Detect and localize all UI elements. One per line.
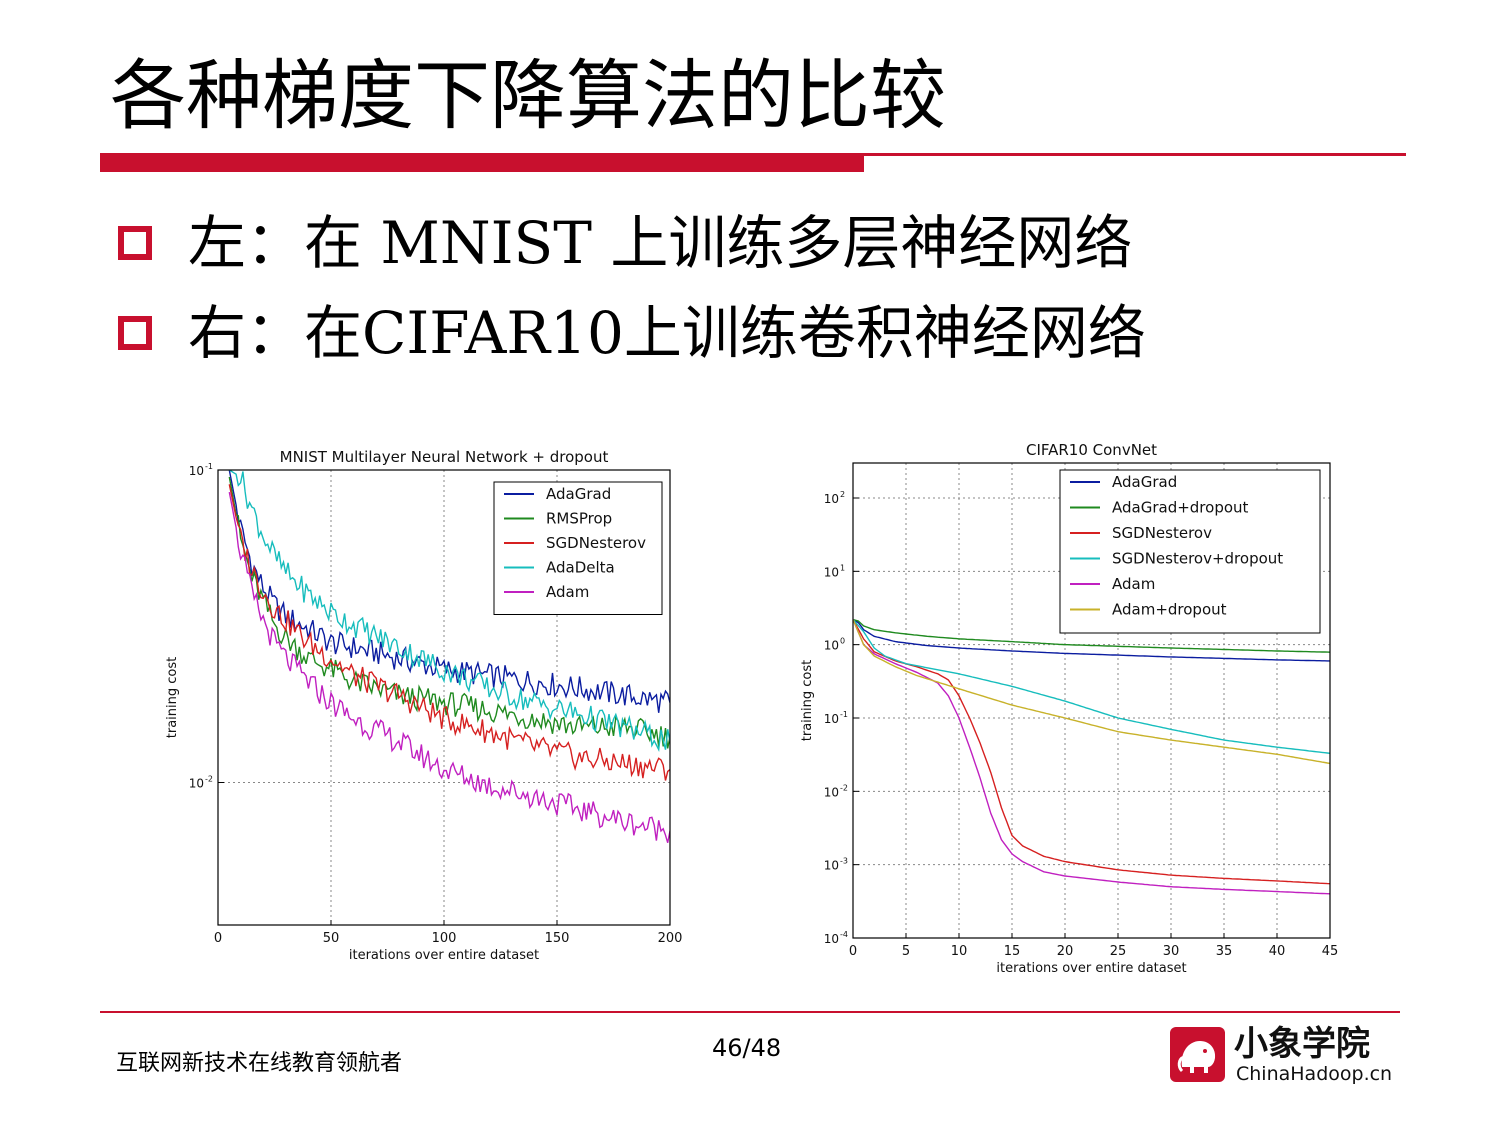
x-tick-label: 100 (432, 931, 457, 946)
bullet-square-icon (118, 316, 152, 350)
chart-title: CIFAR10 ConvNet (1026, 441, 1157, 459)
footer-tagline: 互联网新技术在线教育领航者 (116, 1051, 403, 1076)
mnist-chart: MNIST Multilayer Neural Network + dropou… (165, 448, 683, 963)
bullet-text: 右：在CIFAR10上训练卷积神经网络 (188, 299, 1146, 367)
x-tick-label: 0 (849, 944, 857, 959)
legend-label: Adam (1112, 575, 1155, 593)
y-tick-label: 10 (824, 859, 839, 873)
legend-label: SGDNesterov (1112, 524, 1212, 542)
x-tick-label: 20 (1057, 944, 1074, 959)
legend: AdaGrad RMSProp SGDNesterov AdaDelta Adam (493, 481, 663, 615)
legend-label: Adam (546, 583, 589, 601)
y-tick-label: 10 (824, 932, 839, 946)
x-tick-label: 50 (323, 931, 340, 946)
legend-label: AdaDelta (546, 559, 615, 577)
y-tick-label: 10 (824, 712, 839, 726)
series-line (228, 491, 670, 843)
series-line (228, 470, 670, 713)
y-tick-label: 10 (189, 464, 204, 478)
elephant-logo-icon (1170, 1027, 1225, 1082)
bullet-item: 左：在 MNIST 上训练多层神经网络 (118, 214, 1132, 272)
legend-label: Adam+dropout (1112, 601, 1227, 619)
legend-label: AdaGrad+dropout (1112, 499, 1249, 517)
title-rule-thin (100, 153, 1406, 156)
y-tick-label: 10 (189, 777, 204, 791)
slide-title: 各种梯度下降算法的比较 (110, 51, 946, 140)
y-tick-exponent: -3 (840, 857, 848, 866)
logo-chinese-name: 小象学院 (1234, 1024, 1370, 1064)
logo: 小象学院 ChinaHadoop.cn (1170, 1024, 1393, 1087)
legend-label: AdaGrad (546, 485, 611, 503)
y-tick-label: 10 (824, 785, 839, 799)
y-tick-exponent: -4 (840, 930, 848, 939)
y-tick-exponent: -1 (205, 462, 213, 471)
series-line (853, 619, 1330, 895)
y-tick-label: 10 (824, 565, 839, 579)
y-tick-exponent: 1 (840, 563, 845, 572)
x-axis-label: iterations over entire dataset (996, 961, 1186, 976)
page-number: 46/48 (712, 1034, 782, 1062)
y-tick-exponent: 0 (840, 637, 845, 646)
series-line (853, 618, 1330, 653)
x-tick-label: 10 (951, 944, 968, 959)
series-line (853, 619, 1330, 885)
y-tick-label: 10 (824, 492, 839, 506)
bullet-item: 右：在CIFAR10上训练卷积神经网络 (118, 304, 1146, 362)
x-tick-label: 0 (214, 931, 222, 946)
legend-label: SGDNesterov (546, 534, 646, 552)
series-line (853, 619, 1330, 765)
x-tick-label: 150 (545, 931, 570, 946)
bullet-text: 左：在 MNIST 上训练多层神经网络 (188, 209, 1133, 277)
x-tick-label: 40 (1269, 944, 1286, 959)
logo-domain: ChinaHadoop.cn (1236, 1063, 1393, 1085)
x-tick-label: 15 (1004, 944, 1021, 959)
title-rule-thick (100, 155, 864, 172)
x-tick-label: 35 (1216, 944, 1233, 959)
plot-frame (852, 462, 1331, 939)
legend-label: AdaGrad (1112, 473, 1177, 491)
y-tick-exponent: -2 (840, 783, 848, 792)
series-line (853, 618, 1330, 662)
y-axis-label: training cost (800, 660, 815, 741)
y-tick-exponent: -1 (840, 710, 848, 719)
legend: AdaGrad AdaGrad+dropout SGDNesterov SGDNest… (1059, 469, 1321, 634)
x-tick-label: 30 (1163, 944, 1180, 959)
x-tick-label: 45 (1322, 944, 1339, 959)
series-line (228, 470, 670, 752)
y-tick-exponent: 2 (840, 490, 845, 499)
legend-label: SGDNesterov+dropout (1112, 550, 1283, 568)
chart-title: MNIST Multilayer Neural Network + dropou… (280, 448, 609, 466)
x-tick-label: 200 (658, 931, 683, 946)
grid (853, 463, 1330, 938)
y-tick-exponent: -2 (205, 775, 213, 784)
series-line (228, 476, 670, 749)
footer-rule (100, 1011, 1400, 1013)
bullet-square-icon (118, 226, 152, 260)
series-line (853, 619, 1330, 754)
y-tick-label: 10 (824, 639, 839, 653)
y-axis-label: training cost (165, 657, 180, 738)
x-tick-label: 25 (1110, 944, 1127, 959)
legend-label: RMSProp (546, 510, 612, 528)
x-tick-label: 5 (902, 944, 910, 959)
series-line (228, 484, 670, 781)
legend-box (1059, 469, 1321, 634)
x-axis-label: iterations over entire dataset (349, 948, 539, 963)
